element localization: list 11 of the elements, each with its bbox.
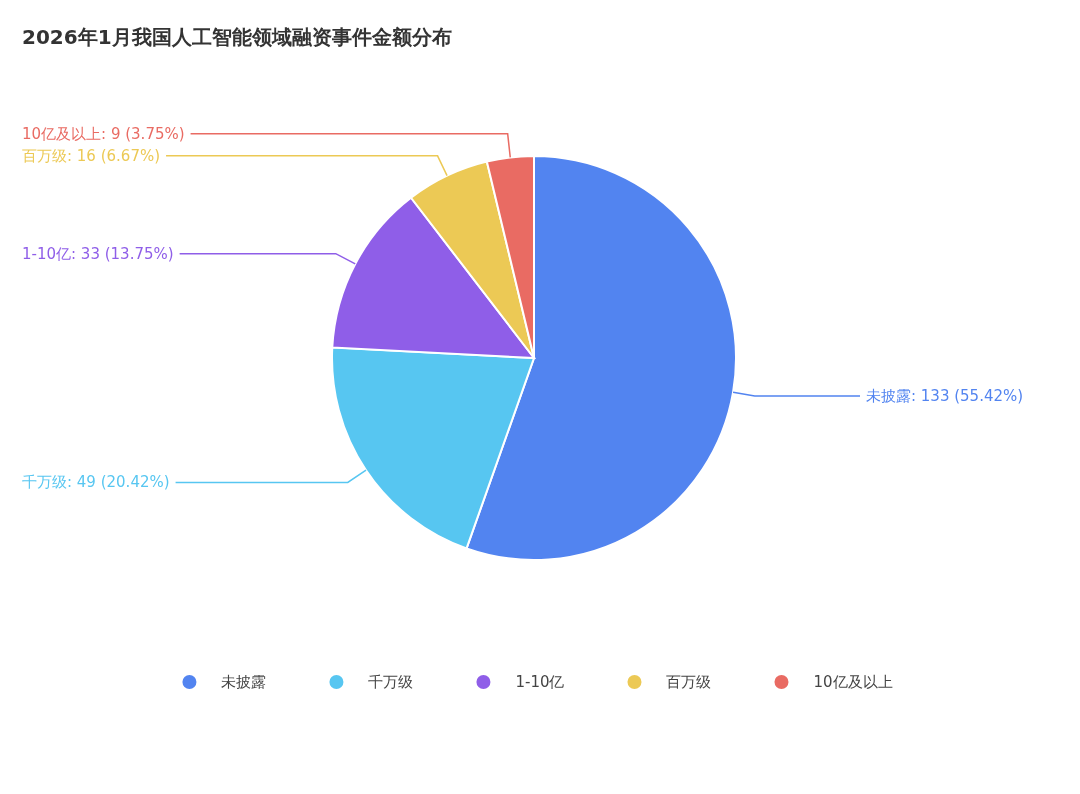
data-label: 千万级: 49 (20.42%) [22,473,170,492]
legend-label: 百万级 [666,673,712,691]
legend-label: 1-10亿 [515,673,565,691]
data-label: 百万级: 16 (6.67%) [22,146,161,165]
legend-label: 10亿及以上 [813,673,893,691]
legend-label: 未披露 [221,673,267,691]
chart-title: 2026年1月我国人工智能领域融资事件金额分布 [22,25,452,49]
legend-label: 千万级 [368,673,414,691]
data-label: 10亿及以上: 9 (3.75%) [22,124,185,143]
data-label: 未披露: 133 (55.42%) [866,386,1024,405]
data-label: 1-10亿: 33 (13.75%) [22,244,174,263]
